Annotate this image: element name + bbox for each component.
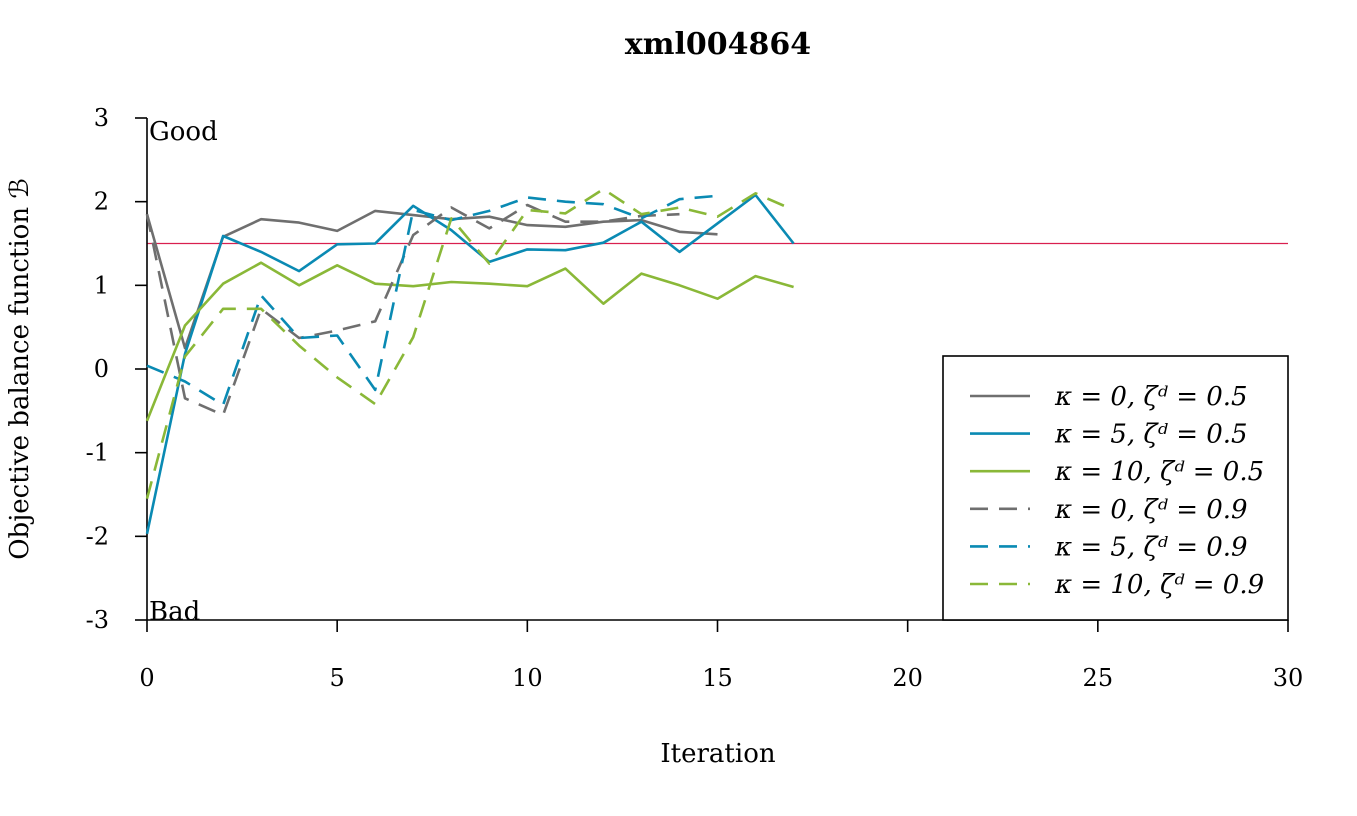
y-tick-label: -3	[86, 606, 109, 634]
good-annotation: Good	[149, 117, 218, 147]
legend: κ = 0, ζᵈ = 0.5 κ = 5, ζᵈ = 0.5 κ = 10, ζᵈ…	[942, 355, 1289, 621]
x-tick-label: 25	[1083, 664, 1114, 692]
x-axis-label: Iteration	[660, 739, 775, 769]
series-line-2	[145, 193, 795, 535]
x-tick-label: 30	[1273, 664, 1304, 692]
x-tick-label: 10	[512, 664, 543, 692]
y-axis-label: Objective balance function ℬ	[5, 178, 35, 560]
legend-label-6: κ = 10, ζᵈ = 0.9	[1054, 570, 1264, 600]
x-tick-label: 20	[892, 664, 923, 692]
x-tick-label: 15	[702, 664, 733, 692]
x-tick-label: 5	[330, 664, 345, 692]
chart-title: xml004864	[625, 27, 811, 62]
series-line-4	[145, 203, 680, 417]
series-line-5	[146, 194, 718, 407]
y-tick-label: 3	[94, 104, 109, 132]
legend-box	[942, 355, 1289, 621]
legend-label-3: κ = 10, ζᵈ = 0.5	[1054, 457, 1264, 487]
series-line-3	[145, 261, 794, 422]
y-tick-label: -2	[86, 522, 109, 550]
x-tick-label: 0	[139, 664, 154, 692]
legend-label-5: κ = 5, ζᵈ = 0.9	[1054, 532, 1248, 562]
legend-label-1: κ = 0, ζᵈ = 0.5	[1054, 382, 1248, 412]
y-tick-label: 0	[94, 355, 109, 383]
legend-label-4: κ = 0, ζᵈ = 0.9	[1054, 495, 1248, 525]
series-line-6	[145, 187, 795, 500]
legend-label-2: κ = 5, ζᵈ = 0.5	[1054, 420, 1248, 450]
series-layer	[145, 187, 795, 535]
y-tick-label: 1	[94, 271, 109, 299]
bad-annotation: Bad	[149, 597, 200, 627]
y-tick-label: -1	[86, 439, 109, 467]
y-tick-label: 2	[94, 188, 109, 216]
